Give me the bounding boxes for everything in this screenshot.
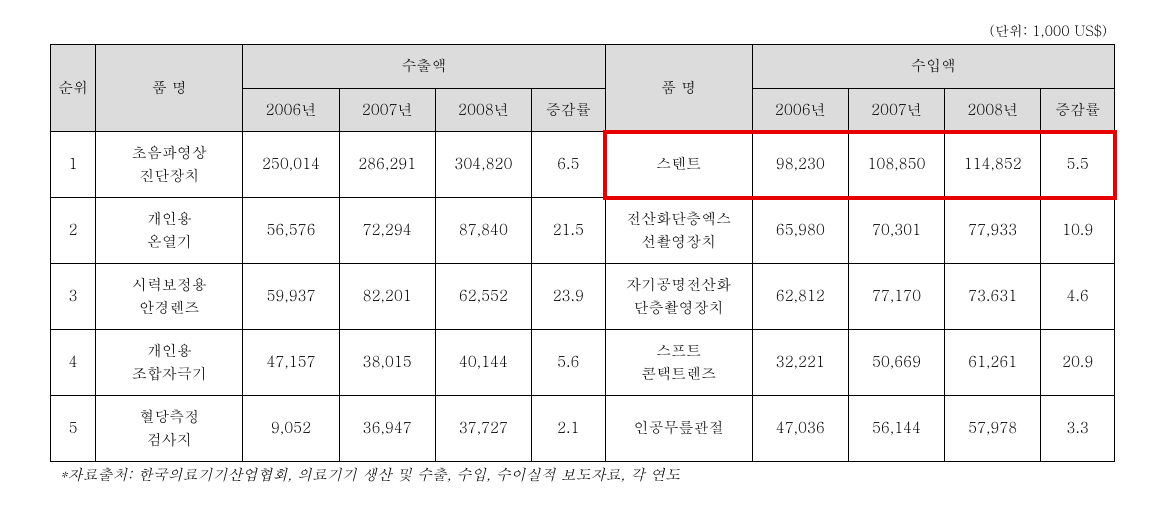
- table-row: 1초음파영상진단장치250,014286,291304,8206.5스텐트98,…: [51, 132, 1115, 198]
- table-row: 5혈당측정검사지9,05236,94737,7272.1인공무릎관절47,036…: [51, 396, 1115, 462]
- cell-i2008: 61,261: [945, 330, 1041, 396]
- cell-e2008: 62,552: [435, 264, 531, 330]
- header-i2008: 2008년: [945, 88, 1041, 132]
- cell-i2007: 56,144: [848, 396, 944, 462]
- cell-e2008: 37,727: [435, 396, 531, 462]
- cell-e2006: 59,937: [243, 264, 339, 330]
- cell-import-name: 스텐트: [605, 132, 752, 198]
- cell-i2007: 77,170: [848, 264, 944, 330]
- cell-i2006: 32,221: [752, 330, 848, 396]
- cell-e2006: 47,157: [243, 330, 339, 396]
- cell-erate: 21.5: [532, 198, 606, 264]
- cell-rank: 2: [51, 198, 96, 264]
- cell-rank: 3: [51, 264, 96, 330]
- cell-e2006: 250,014: [243, 132, 339, 198]
- cell-erate: 5.6: [532, 330, 606, 396]
- cell-erate: 2.1: [532, 396, 606, 462]
- header-import-amount: 수입액: [752, 45, 1114, 89]
- cell-e2007: 82,201: [339, 264, 435, 330]
- cell-e2007: 38,015: [339, 330, 435, 396]
- cell-rank: 4: [51, 330, 96, 396]
- cell-import-name: 전산화단층엑스선촬영장치: [605, 198, 752, 264]
- table-row: 2개인용온열기56,57672,29487,84021.5전산화단층엑스선촬영장…: [51, 198, 1115, 264]
- cell-import-name: 인공무릎관절: [605, 396, 752, 462]
- header-e2007: 2007년: [339, 88, 435, 132]
- cell-i2007: 50,669: [848, 330, 944, 396]
- cell-e2007: 36,947: [339, 396, 435, 462]
- unit-label: (단위: 1,000 US$): [50, 20, 1115, 40]
- cell-irate: 10.9: [1041, 198, 1115, 264]
- cell-i2008: 73.631: [945, 264, 1041, 330]
- cell-i2008: 114,852: [945, 132, 1041, 198]
- table-body: 1초음파영상진단장치250,014286,291304,8206.5스텐트98,…: [51, 132, 1115, 462]
- cell-rank: 5: [51, 396, 96, 462]
- cell-export-name: 초음파영상진단장치: [96, 132, 243, 198]
- header-irate: 증감률: [1041, 88, 1115, 132]
- cell-i2006: 62,812: [752, 264, 848, 330]
- header-import-name: 품 명: [605, 45, 752, 132]
- header-export-name: 품 명: [96, 45, 243, 132]
- cell-e2007: 286,291: [339, 132, 435, 198]
- data-table: 순위 품 명 수출액 품 명 수입액 2006년 2007년 2008년 증감률…: [50, 44, 1115, 462]
- header-rank: 순위: [51, 45, 96, 132]
- cell-e2006: 56,576: [243, 198, 339, 264]
- header-e2006: 2006년: [243, 88, 339, 132]
- cell-i2006: 47,036: [752, 396, 848, 462]
- cell-e2006: 9,052: [243, 396, 339, 462]
- cell-erate: 6.5: [532, 132, 606, 198]
- header-i2007: 2007년: [848, 88, 944, 132]
- cell-irate: 20.9: [1041, 330, 1115, 396]
- cell-irate: 5.5: [1041, 132, 1115, 198]
- cell-i2007: 108,850: [848, 132, 944, 198]
- cell-i2006: 65,980: [752, 198, 848, 264]
- cell-irate: 3.3: [1041, 396, 1115, 462]
- cell-e2007: 72,294: [339, 198, 435, 264]
- table-container: 순위 품 명 수출액 품 명 수입액 2006년 2007년 2008년 증감률…: [50, 44, 1115, 462]
- header-e2008: 2008년: [435, 88, 531, 132]
- cell-rank: 1: [51, 132, 96, 198]
- header-row-1: 순위 품 명 수출액 품 명 수입액: [51, 45, 1115, 89]
- cell-e2008: 87,840: [435, 198, 531, 264]
- cell-erate: 23.9: [532, 264, 606, 330]
- cell-export-name: 혈당측정검사지: [96, 396, 243, 462]
- source-citation: *자료출처: 한국의료기기산업협회, 의료기기 생산 및 수출, 수입, 수이실…: [50, 464, 1115, 485]
- cell-export-name: 개인용조합자극기: [96, 330, 243, 396]
- header-i2006: 2006년: [752, 88, 848, 132]
- cell-import-name: 자기공명전산화단층촬영장치: [605, 264, 752, 330]
- cell-e2008: 304,820: [435, 132, 531, 198]
- cell-i2008: 57,978: [945, 396, 1041, 462]
- cell-e2008: 40,144: [435, 330, 531, 396]
- cell-i2008: 77,933: [945, 198, 1041, 264]
- cell-export-name: 시력보정용안경렌즈: [96, 264, 243, 330]
- cell-irate: 4.6: [1041, 264, 1115, 330]
- cell-i2006: 98,230: [752, 132, 848, 198]
- table-row: 4개인용조합자극기47,15738,01540,1445.6스프트콘택트렌즈32…: [51, 330, 1115, 396]
- cell-export-name: 개인용온열기: [96, 198, 243, 264]
- header-erate: 증감률: [532, 88, 606, 132]
- table-row: 3시력보정용안경렌즈59,93782,20162,55223.9자기공명전산화단…: [51, 264, 1115, 330]
- header-export-amount: 수출액: [243, 45, 605, 89]
- cell-i2007: 70,301: [848, 198, 944, 264]
- cell-import-name: 스프트콘택트렌즈: [605, 330, 752, 396]
